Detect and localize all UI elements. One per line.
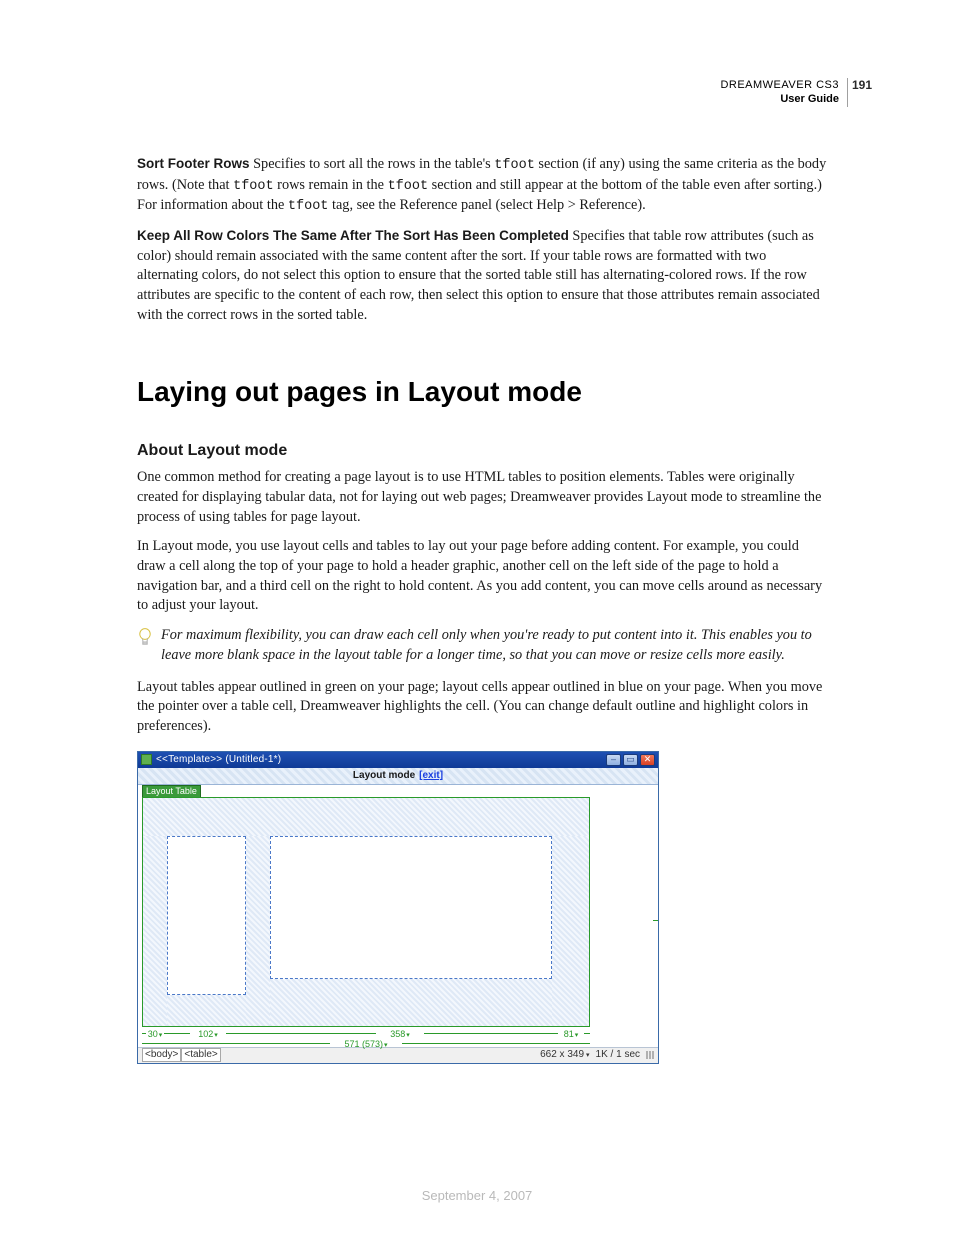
tip-block: For maximum flexibility, you can draw ea… <box>137 626 829 665</box>
window-title: <<Template>> (Untitled-1*) <box>156 753 602 767</box>
total-ruler: 571 (573)▾ <box>142 1038 590 1058</box>
layout-hatch-top <box>143 798 589 836</box>
layout-mode-bar: Layout mode [exit] <box>138 768 658 785</box>
page-number: 191 <box>852 78 872 92</box>
layout-stage: Layout Table 30▾ <box>138 785 658 1047</box>
status-filesize: 1K / 1 sec <box>596 1048 640 1062</box>
dreamweaver-icon <box>141 754 152 765</box>
section-title: Laying out pages in Layout mode <box>137 373 829 412</box>
ruler-total[interactable]: 571 (573)▾ <box>344 1038 387 1051</box>
layout-hatch-bottom-right <box>270 979 552 1026</box>
para-keep-row-colors: Keep All Row Colors The Same After The S… <box>137 227 829 326</box>
footer-date: September 4, 2007 <box>0 1188 954 1203</box>
lightbulb-icon <box>137 627 157 656</box>
layout-hatch-left <box>143 836 167 1026</box>
close-button[interactable]: ✕ <box>640 754 655 766</box>
layout-cell-nav[interactable] <box>167 836 246 995</box>
figure-layout-mode-window: <<Template>> (Untitled-1*) – ▭ ✕ Layout … <box>137 751 659 1064</box>
runin-sort-footer-rows: Sort Footer Rows <box>137 156 250 171</box>
layout-mode-exit-link[interactable]: [exit] <box>419 769 443 783</box>
layout-empty-right <box>590 797 656 1045</box>
layout-cell-content[interactable] <box>270 836 552 979</box>
about-para-1: One common method for creating a page la… <box>137 468 829 527</box>
layout-hatch-bottom-left <box>167 995 246 1026</box>
maximize-button[interactable]: ▭ <box>623 754 638 766</box>
subsection-title: About Layout mode <box>137 440 829 462</box>
runin-keep-row-colors: Keep All Row Colors The Same After The S… <box>137 228 569 243</box>
minimize-button[interactable]: – <box>606 754 621 766</box>
page-content: Sort Footer Rows Specifies to sort all t… <box>137 155 829 1064</box>
layout-hatch-mid <box>246 836 270 1026</box>
layout-right-tick <box>653 920 658 921</box>
about-para-2: In Layout mode, you use layout cells and… <box>137 537 829 616</box>
about-para-3: Layout tables appear outlined in green o… <box>137 678 829 737</box>
product-name: DREAMWEAVER CS3 <box>720 78 839 92</box>
guide-label: User Guide <box>720 92 839 106</box>
tip-text: For maximum flexibility, you can draw ea… <box>161 626 829 665</box>
layout-mode-label: Layout mode <box>353 769 415 783</box>
resize-grip[interactable] <box>646 1051 654 1059</box>
window-titlebar[interactable]: <<Template>> (Untitled-1*) – ▭ ✕ <box>138 752 658 768</box>
para-sort-footer-rows: Sort Footer Rows Specifies to sort all t… <box>137 155 829 217</box>
page-header: DREAMWEAVER CS3 User Guide <box>720 78 848 107</box>
layout-hatch-right <box>552 836 589 1026</box>
